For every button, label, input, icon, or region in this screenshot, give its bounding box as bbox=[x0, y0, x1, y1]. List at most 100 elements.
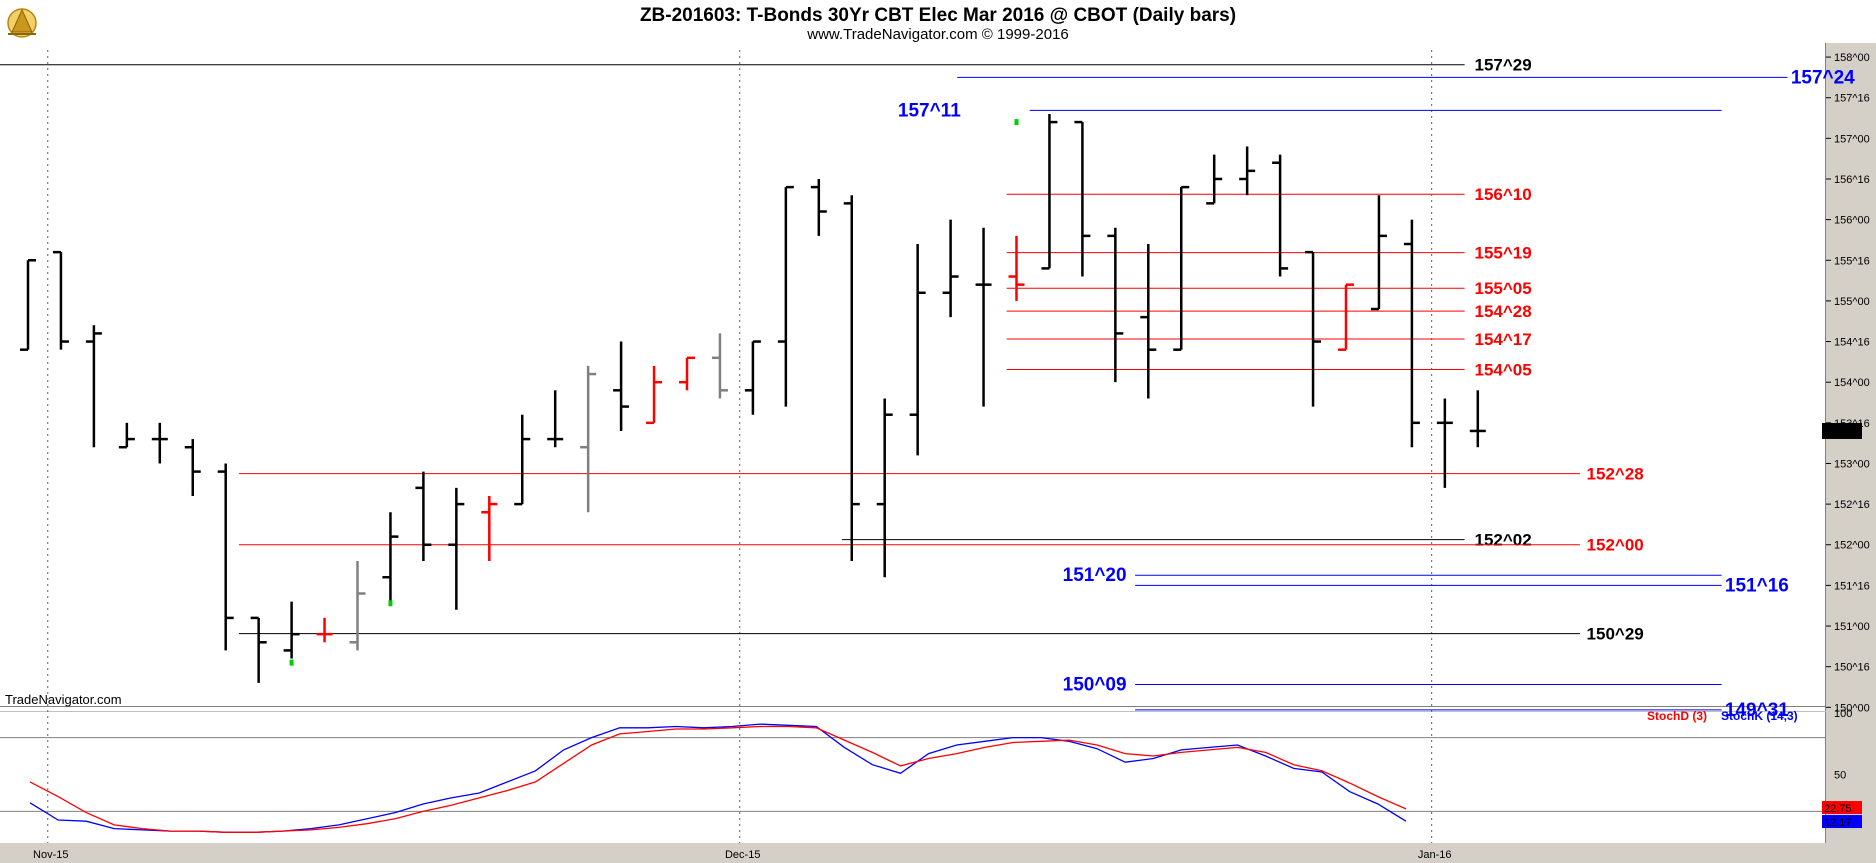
ohlc-bar bbox=[184, 439, 201, 496]
price-level-label: 156^10 bbox=[1475, 185, 1532, 204]
ohlc-bar bbox=[1338, 283, 1354, 351]
ohlc-bar bbox=[1403, 219, 1420, 448]
ohlc-bars bbox=[20, 113, 1486, 683]
stoch-tick-label: 100 bbox=[1834, 708, 1852, 720]
ohlc-bar bbox=[481, 495, 498, 562]
highlight-mark bbox=[1014, 119, 1019, 126]
ohlc-bar bbox=[810, 178, 827, 236]
ohlc-bar bbox=[85, 325, 102, 448]
price-level-label: 152^28 bbox=[1587, 465, 1644, 484]
chart-subtitle: www.TradeNavigator.com © 1999-2016 bbox=[806, 26, 1068, 43]
ohlc-bar bbox=[909, 244, 926, 456]
ohlc-bar bbox=[382, 512, 399, 602]
ohlc-bar bbox=[1041, 113, 1058, 270]
stochd-line bbox=[29, 725, 1407, 833]
price-tick-label: 154^16 bbox=[1834, 337, 1870, 349]
price-level-label: 154^17 bbox=[1475, 330, 1532, 349]
price-tick-label: 157^16 bbox=[1834, 93, 1870, 105]
price-tick-label: 155^00 bbox=[1834, 296, 1870, 308]
date-tick-label: Jan-16 bbox=[1418, 849, 1452, 861]
price-tick-label: 154^00 bbox=[1834, 377, 1870, 389]
ohlc-bar bbox=[1469, 390, 1486, 448]
ohlc-bar bbox=[1272, 154, 1289, 277]
watermark-label: TradeNavigator.com bbox=[5, 692, 122, 707]
ohlc-bar bbox=[20, 259, 36, 351]
ohlc-bar bbox=[1008, 235, 1025, 301]
price-level-label: 152^02 bbox=[1475, 531, 1532, 550]
stochk-value-label: 12.17 bbox=[1824, 817, 1852, 829]
ohlc-bar bbox=[118, 422, 135, 449]
price-level-label: 150^09 bbox=[1063, 674, 1127, 695]
ohlc-bar bbox=[250, 616, 267, 683]
time-axis-panel bbox=[0, 843, 1826, 863]
stochd-value-label: 22.75 bbox=[1824, 803, 1852, 815]
ohlc-bar bbox=[316, 617, 333, 643]
price-level-label: 157^24 bbox=[1791, 67, 1855, 88]
ohlc-bar bbox=[514, 414, 531, 506]
axis-labels: Nov-15 Dec-15 Jan-16 158^00 157^16 157^00 156^… bbox=[33, 52, 1870, 861]
stochd-value-box bbox=[1822, 801, 1862, 815]
price-tick-label: 152^00 bbox=[1834, 540, 1870, 552]
price-level-label: 157^29 bbox=[1475, 56, 1532, 75]
ohlc-bar bbox=[646, 365, 663, 425]
ohlc-bar bbox=[1239, 146, 1256, 196]
last-price-label: 153^14 bbox=[1824, 426, 1860, 438]
ohlc-bar bbox=[613, 341, 630, 431]
ohlc-bar bbox=[1206, 154, 1223, 205]
ohlc-bar bbox=[283, 601, 300, 659]
ohlc-bar bbox=[1074, 120, 1091, 277]
price-tick-label: 153^00 bbox=[1834, 458, 1870, 470]
ohlc-bar bbox=[1140, 244, 1157, 399]
price-level-label: 151^20 bbox=[1063, 565, 1127, 586]
price-tick-label: 156^16 bbox=[1834, 174, 1870, 186]
ohlc-bar bbox=[52, 250, 69, 350]
price-level-label: 151^16 bbox=[1725, 575, 1789, 596]
price-tick-label: 150^00 bbox=[1834, 702, 1870, 714]
ohlc-bar bbox=[1370, 195, 1387, 311]
price-axis-panel bbox=[1826, 43, 1876, 863]
highlight-mark bbox=[388, 600, 393, 607]
ohlc-bar bbox=[349, 561, 366, 651]
ohlc-bar bbox=[1305, 250, 1322, 407]
last-price-box bbox=[1822, 422, 1862, 439]
price-tick-label: 150^16 bbox=[1834, 662, 1870, 674]
vertical-gridlines bbox=[47, 50, 1433, 843]
ohlc-bar bbox=[580, 365, 597, 513]
price-tick-label: 156^00 bbox=[1834, 215, 1870, 227]
price-tick-label: 155^16 bbox=[1834, 255, 1870, 267]
price-level-label: 150^29 bbox=[1587, 625, 1644, 644]
price-level-label: 155^19 bbox=[1475, 244, 1532, 263]
ohlc-bar bbox=[1436, 398, 1453, 488]
price-level-label: 155^05 bbox=[1475, 279, 1532, 298]
ohlc-bar bbox=[679, 356, 695, 391]
price-tick-label: 151^16 bbox=[1834, 580, 1870, 592]
ohlc-bar bbox=[777, 185, 794, 407]
ohlc-bar bbox=[151, 422, 168, 464]
price-level-label: 152^00 bbox=[1587, 536, 1644, 555]
ohlc-bar bbox=[1173, 185, 1190, 351]
highlight-mark bbox=[289, 659, 294, 666]
ohlc-bar bbox=[975, 227, 992, 407]
price-tick-label: 152^16 bbox=[1834, 499, 1870, 511]
legend-stochk: StochK (14,3) bbox=[1721, 709, 1798, 723]
tradenavigator-logo bbox=[7, 8, 37, 38]
price-tick-label: 158^00 bbox=[1834, 52, 1870, 64]
ohlc-bar bbox=[942, 219, 959, 318]
price-level-label: 157^11 bbox=[898, 100, 961, 121]
price-levels: 157^29 157^24 157^11 156^10 155^19 155^05 154^… bbox=[0, 56, 1855, 721]
ohlc-bar bbox=[415, 471, 432, 562]
price-level-label: 154^05 bbox=[1475, 361, 1532, 380]
stochastic-panel: StochD (3) StochK (14,3) bbox=[29, 709, 1798, 833]
ohlc-bar bbox=[217, 463, 234, 651]
reference-lines bbox=[0, 737, 1826, 812]
price-tick-label: 157^00 bbox=[1834, 133, 1870, 145]
chart-title: ZB-201603: T-Bonds 30Yr CBT Elec Mar 201… bbox=[640, 5, 1236, 26]
ohlc-bar bbox=[744, 340, 761, 415]
ohlc-bar bbox=[448, 487, 465, 610]
price-tick-label: 151^00 bbox=[1834, 621, 1870, 633]
ohlc-bar bbox=[876, 398, 893, 578]
ohlc-bar bbox=[711, 333, 728, 399]
